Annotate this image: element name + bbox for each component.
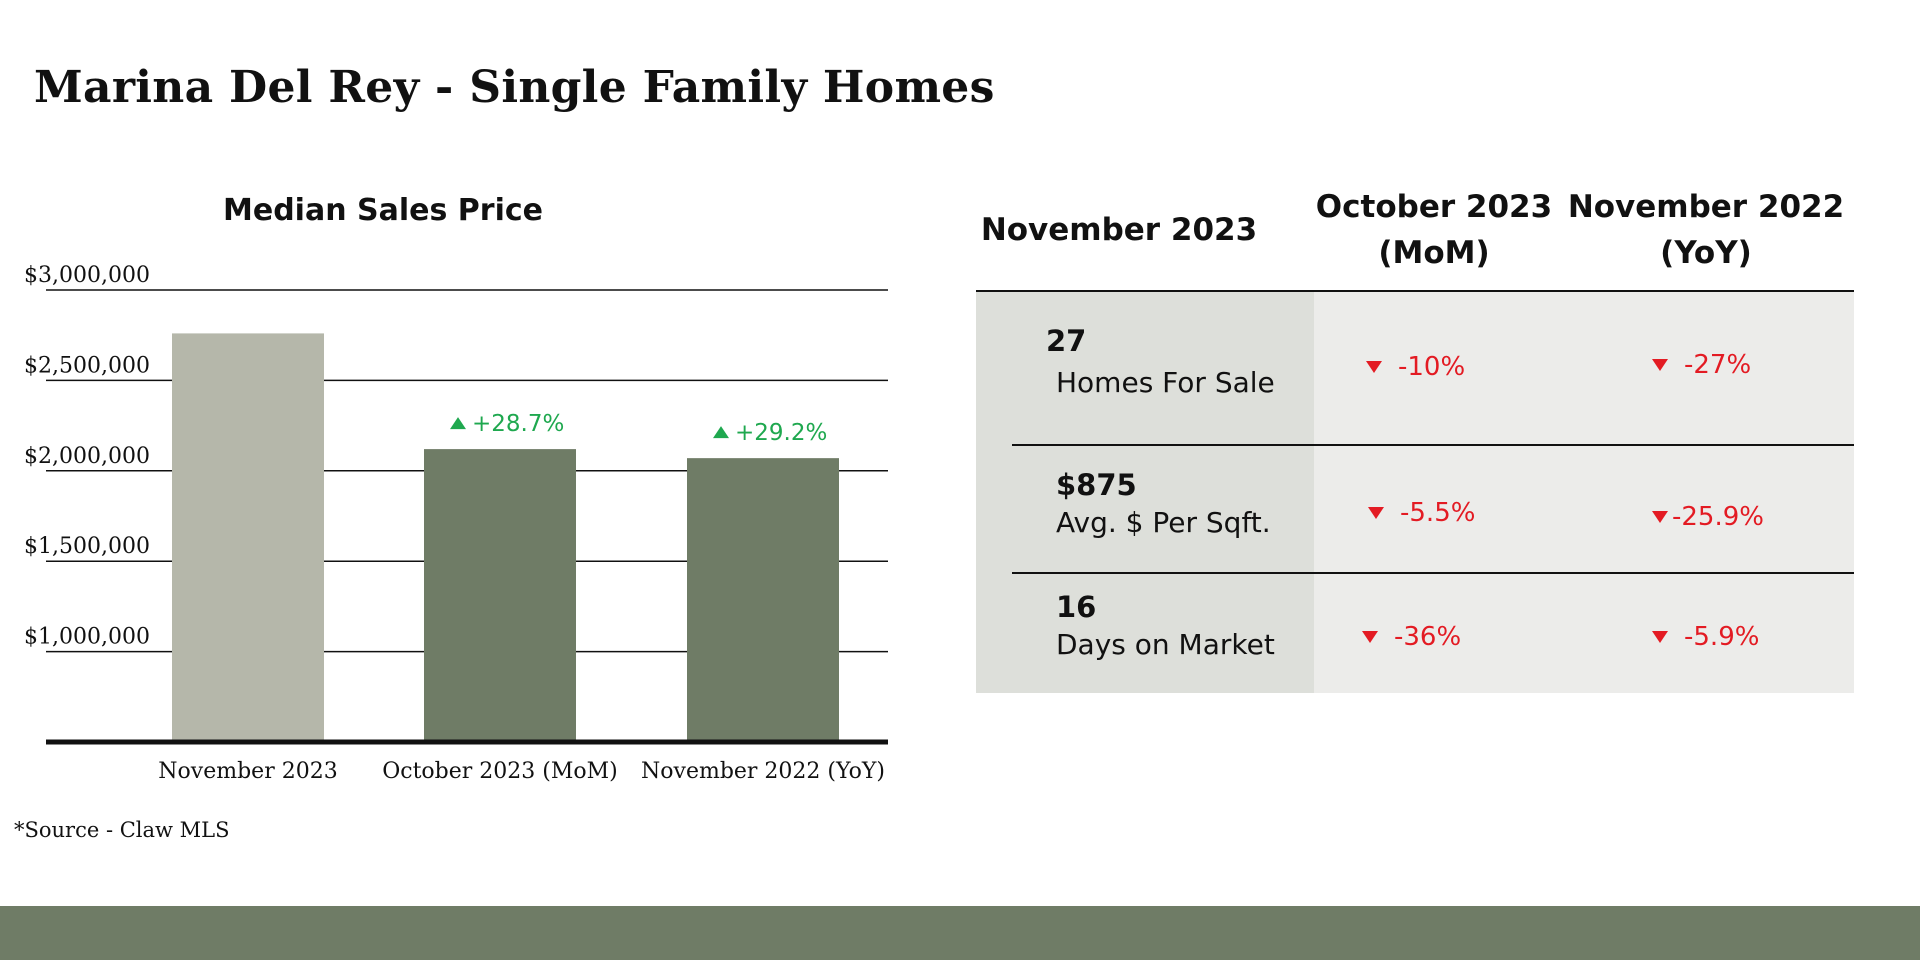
x-tick-label: November 2022 (YoY) — [641, 759, 885, 784]
y-tick-label: $3,000,000 — [24, 263, 150, 288]
mom-change-days-on-market: -36% — [1362, 622, 1461, 652]
header-current: November 2023 — [976, 170, 1262, 290]
bar — [687, 458, 839, 742]
yoy-change-homes-for-sale: -27% — [1652, 350, 1751, 380]
triangle-up-icon — [450, 417, 466, 430]
yoy-change-avg-price-per-sqft: -25.9% — [1652, 502, 1764, 532]
header-mom-line2: (MoM) — [1378, 235, 1490, 271]
y-tick-label: $2,000,000 — [24, 444, 150, 469]
stats-table: November 2023 October 2023 (MoM) Novembe… — [976, 170, 1856, 700]
row-rule-2 — [1012, 572, 1854, 574]
metric-value-avg-price-per-sqft: $875 — [1056, 468, 1137, 502]
header-yoy-line1: November 2022 — [1567, 189, 1845, 225]
header-mom: October 2023 (MoM) — [1262, 170, 1606, 290]
col-bg-mom — [1314, 291, 1560, 693]
source-note: *Source - Claw MLS — [14, 818, 230, 842]
x-tick-label: October 2023 (MoM) — [382, 759, 618, 784]
header-mom-line1: October 2023 — [1315, 189, 1553, 225]
col-bg-yoy — [1560, 291, 1854, 693]
yoy-change-days-on-market: -5.9% — [1652, 622, 1759, 652]
data-label: +29.2% — [735, 420, 827, 446]
header-yoy: November 2022 (YoY) — [1560, 170, 1852, 290]
header-current-text: November 2023 — [980, 212, 1258, 248]
data-label: +28.7% — [472, 411, 564, 437]
col-bg-current — [976, 291, 1314, 693]
mom-change-avg-price-per-sqft: -5.5% — [1368, 498, 1475, 528]
triangle-down-icon — [1362, 631, 1378, 643]
triangle-down-icon — [1368, 507, 1384, 519]
y-tick-label: $1,500,000 — [24, 534, 150, 559]
yoy-change-value: -5.9% — [1684, 622, 1760, 652]
triangle-down-icon — [1366, 361, 1382, 373]
mom-change-value: -36% — [1394, 622, 1462, 652]
mom-change-homes-for-sale: -10% — [1366, 352, 1465, 382]
page-title: Marina Del Rey - Single Family Homes — [34, 62, 995, 113]
chart-title: Median Sales Price — [223, 193, 543, 228]
metric-label-homes-for-sale: Homes For Sale — [1056, 366, 1275, 399]
metric-value-homes-for-sale: 27 — [1046, 324, 1087, 358]
metric-label-avg-price-per-sqft: Avg. $ Per Sqft. — [1056, 506, 1271, 539]
yoy-change-value: -27% — [1684, 350, 1752, 380]
mom-change-value: -5.5% — [1400, 498, 1476, 528]
median-sales-price-chart: $1,000,000 $1,500,000 $2,000,000 $2,500,000… — [24, 263, 888, 784]
bar — [172, 333, 324, 742]
mom-change-value: -10% — [1398, 352, 1466, 382]
metric-label-days-on-market: Days on Market — [1056, 628, 1275, 661]
metric-value-days-on-market: 16 — [1056, 590, 1097, 624]
row-rule-1 — [1012, 444, 1854, 446]
header-yoy-line2: (YoY) — [1660, 235, 1752, 271]
bar — [424, 449, 576, 742]
y-tick-label: $1,000,000 — [24, 625, 150, 650]
y-tick-label: $2,500,000 — [24, 353, 150, 378]
footer-band — [0, 906, 1920, 960]
header-rule — [976, 290, 1854, 292]
triangle-down-icon — [1652, 631, 1668, 643]
triangle-up-icon — [713, 426, 729, 439]
triangle-down-icon — [1652, 359, 1668, 371]
x-tick-label: November 2023 — [158, 759, 337, 784]
yoy-change-value: -25.9% — [1672, 502, 1764, 532]
triangle-down-icon — [1652, 511, 1668, 523]
